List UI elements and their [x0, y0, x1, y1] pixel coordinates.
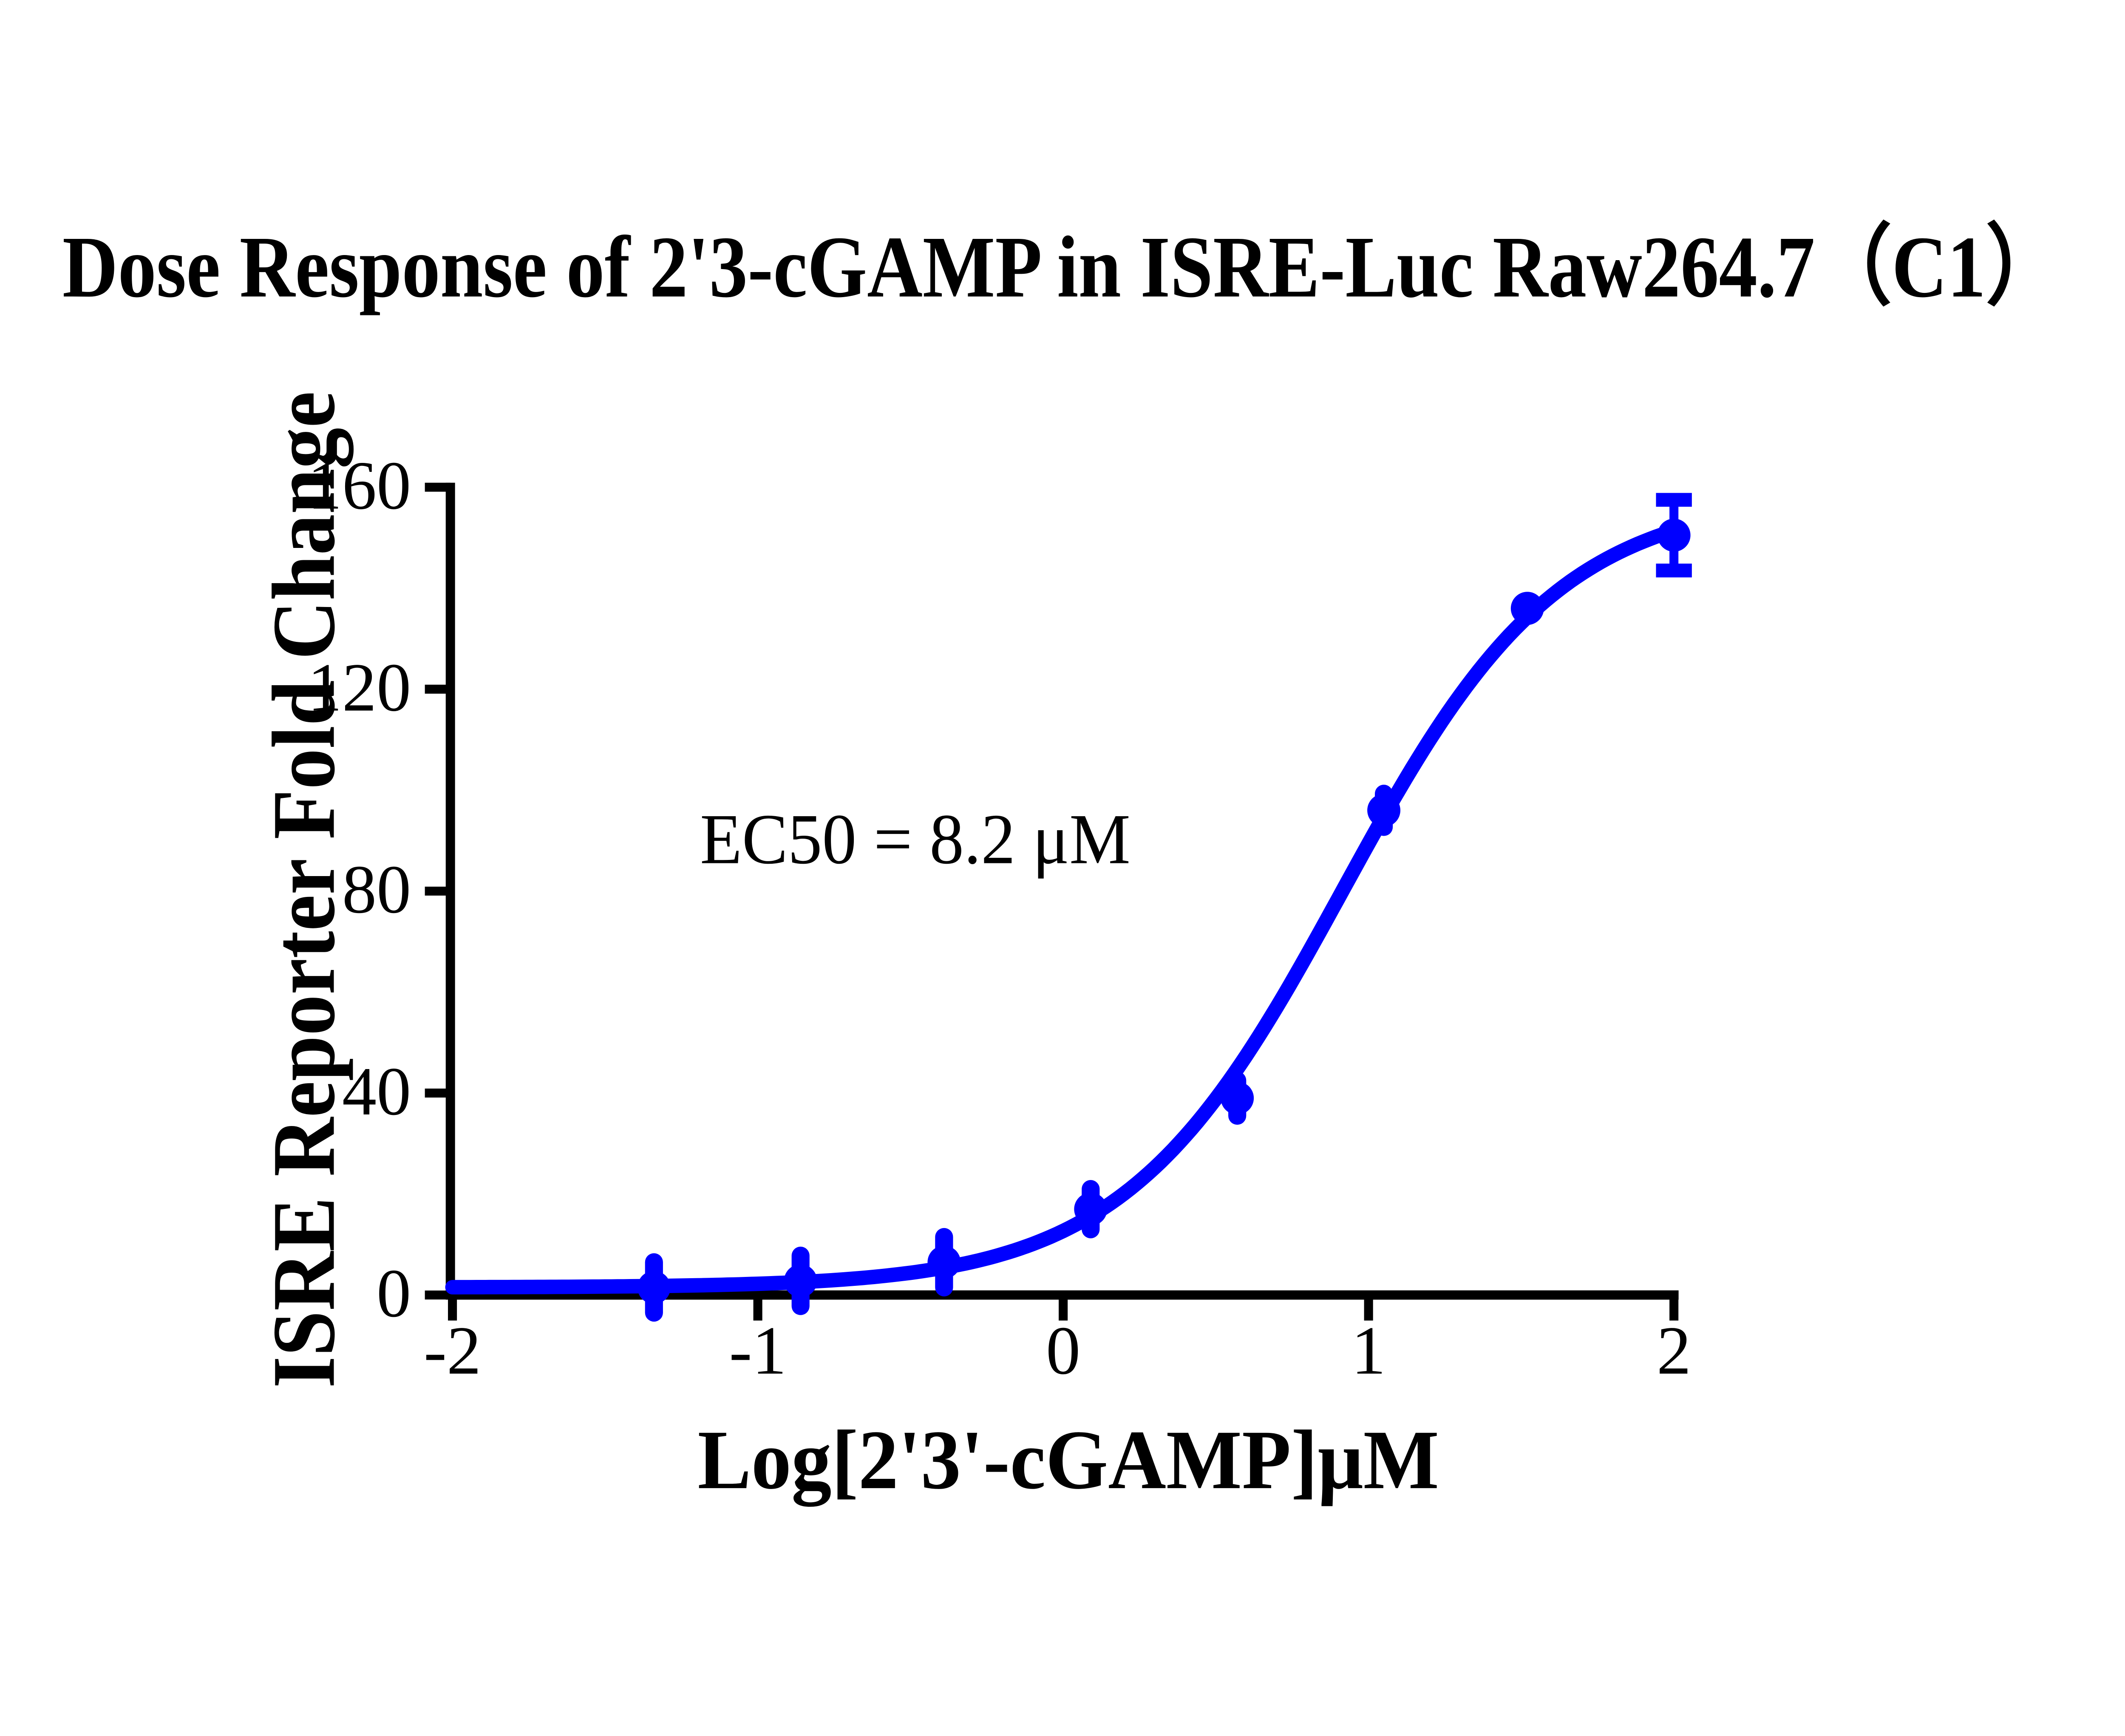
fit-curve: [445, 523, 1681, 1295]
data-point: [1367, 794, 1401, 827]
plot-area: [445, 493, 1692, 1322]
y-tick-label: 120: [308, 650, 411, 726]
y-axis-label: ISRE Reporter Fold Change: [254, 391, 354, 1388]
ec50-annotation: EC50 = 8.2 μM: [700, 800, 1130, 879]
data-point: [1221, 1081, 1254, 1115]
chart-title: Dose Response of 2'3-cGAMP in ISRE-Luc R…: [62, 218, 2063, 315]
x-tick-label: -1: [729, 1313, 787, 1389]
x-tick-label: 2: [1657, 1313, 1691, 1389]
data-point: [927, 1245, 961, 1279]
x-axis-label: Log[2'3'-cGAMP]μM: [698, 1413, 1439, 1507]
data-point: [1657, 519, 1691, 552]
data-point: [784, 1264, 817, 1298]
y-tick-label: 80: [342, 851, 411, 928]
y-tick-label: 40: [342, 1053, 411, 1130]
x-tick-label: -2: [424, 1313, 481, 1389]
axes: 0 40 80 120 160 -2 -1 0 1 2: [308, 447, 1691, 1389]
x-tick-label: 1: [1352, 1313, 1386, 1389]
y-tick-label: 160: [308, 447, 411, 524]
data-point: [1510, 592, 1544, 625]
x-tick-label: 0: [1046, 1313, 1080, 1389]
data-point: [1074, 1192, 1108, 1226]
y-tick-label: 0: [377, 1255, 411, 1332]
data-point: [637, 1271, 671, 1304]
